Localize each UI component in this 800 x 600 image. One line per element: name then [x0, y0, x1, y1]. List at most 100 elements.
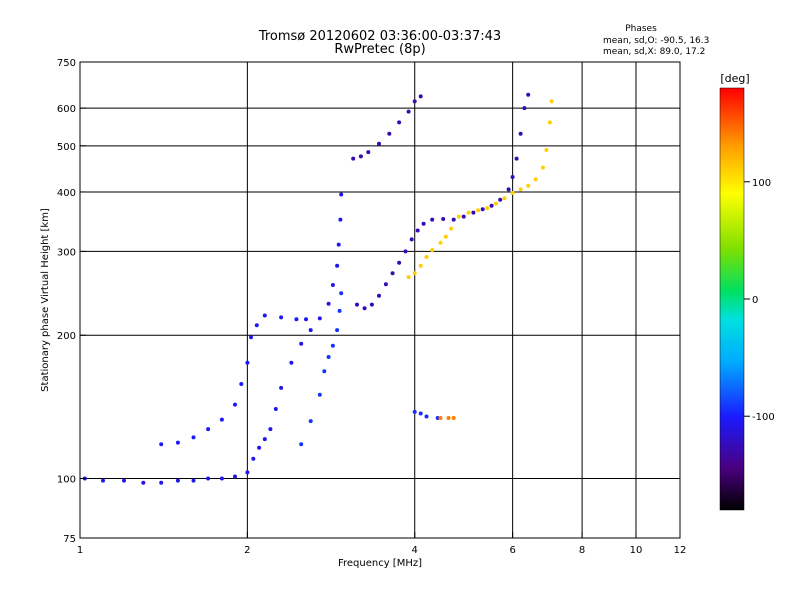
x-tick-label: 8: [579, 545, 585, 556]
data-point: [533, 177, 538, 182]
data-point: [377, 141, 381, 146]
x-tick-label: 10: [630, 545, 643, 556]
data-point: [518, 187, 523, 192]
data-point: [219, 417, 224, 422]
data-point: [366, 150, 371, 155]
data-point: [317, 316, 322, 321]
data-point: [471, 210, 476, 215]
data-point: [355, 302, 359, 307]
phases-info-line-x: mean, sd,X: 89.0, 17.2: [603, 47, 705, 57]
data-point: [351, 156, 356, 161]
data-point: [418, 94, 423, 99]
data-point: [406, 275, 411, 280]
data-point: [510, 175, 515, 179]
data-point: [412, 271, 417, 276]
data-point: [449, 226, 454, 231]
phases-info-title: Phases: [625, 24, 657, 34]
data-point: [322, 369, 327, 374]
data-point: [101, 478, 105, 483]
colorbar-ticks: 100 0 -100: [744, 178, 775, 423]
chart-title: Tromsø 20120602 03:36:00-03:37:43: [258, 29, 501, 44]
phases-info-line-o: mean, sd,O: -90.5, 16.3: [603, 36, 709, 46]
data-point: [549, 99, 554, 104]
data-point: [219, 476, 224, 481]
data-point: [268, 427, 273, 432]
data-point: [397, 120, 402, 125]
y-tick-label: 200: [57, 331, 76, 342]
data-point: [330, 343, 335, 348]
data-point: [438, 416, 443, 420]
data-point: [489, 203, 494, 208]
data-point: [159, 442, 164, 447]
chart-subtitle: RwPretec (8p): [334, 42, 425, 57]
data-point: [456, 214, 461, 219]
data-point: [262, 437, 267, 442]
data-point: [415, 228, 420, 233]
data-point: [412, 409, 417, 414]
data-point: [498, 197, 503, 202]
data-point: [245, 360, 250, 365]
data-point: [206, 476, 211, 481]
data-point: [441, 217, 446, 221]
data-point: [476, 208, 481, 213]
data-point: [506, 187, 511, 192]
plot-frame: [79, 61, 681, 539]
data-point: [339, 291, 344, 296]
data-point: [239, 382, 244, 386]
y-tick-label: 100: [57, 475, 76, 486]
colorbar: [719, 87, 745, 511]
data-point: [403, 249, 408, 254]
x-tick-label: 2: [244, 545, 250, 556]
data-point: [279, 315, 284, 320]
data-point: [317, 392, 322, 397]
data-point: [326, 301, 331, 306]
data-point: [308, 328, 313, 333]
data-point: [494, 201, 498, 206]
data-point: [326, 355, 331, 359]
data-point: [485, 206, 490, 211]
data-points: [82, 92, 554, 485]
data-point: [249, 335, 253, 340]
data-point: [522, 106, 527, 111]
data-point: [446, 416, 451, 420]
data-point: [299, 442, 304, 447]
data-point: [279, 385, 284, 390]
data-point: [335, 263, 340, 268]
data-point: [390, 271, 395, 276]
data-point: [251, 456, 256, 461]
data-point: [421, 221, 426, 226]
x-axis-label: Frequency [MHz]: [338, 558, 422, 569]
y-tick-label: 300: [57, 247, 76, 258]
data-point: [233, 474, 237, 479]
data-point: [387, 131, 392, 136]
data-point: [191, 478, 196, 483]
data-point: [338, 217, 343, 222]
y-tick-label: 75: [63, 534, 76, 545]
x-tick-label: 4: [412, 545, 418, 556]
data-point: [406, 109, 411, 114]
colorbar-tick-label: -100: [752, 412, 775, 423]
data-point: [141, 480, 146, 485]
data-point: [451, 217, 456, 222]
data-point: [175, 440, 180, 445]
colorbar-tick-label: 100: [752, 178, 771, 189]
data-point: [424, 414, 429, 419]
data-point: [443, 234, 448, 239]
y-axis-label: Stationary phase Virtual Height [km]: [40, 208, 51, 392]
data-point: [451, 416, 456, 420]
data-point: [362, 306, 367, 311]
data-point: [518, 131, 523, 136]
data-point: [206, 427, 211, 432]
data-point: [289, 360, 294, 365]
data-point: [544, 148, 549, 152]
data-point: [424, 255, 429, 259]
data-point: [122, 478, 126, 483]
data-point: [409, 237, 414, 242]
data-point: [418, 263, 423, 268]
data-point: [397, 260, 402, 265]
data-point: [526, 92, 531, 97]
data-point: [547, 120, 552, 125]
data-point: [526, 183, 531, 188]
data-point: [245, 470, 250, 475]
